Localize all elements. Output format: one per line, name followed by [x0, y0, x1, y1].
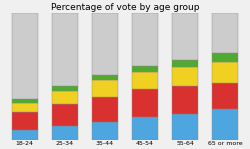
Bar — [212, 13, 238, 53]
Title: Percentage of vote by age group: Percentage of vote by age group — [51, 3, 199, 12]
Bar — [212, 109, 238, 140]
Bar — [132, 13, 158, 66]
Bar — [52, 126, 78, 140]
Bar — [12, 103, 38, 112]
Bar — [12, 112, 38, 130]
Bar — [172, 67, 198, 86]
Bar — [92, 13, 118, 75]
Bar — [212, 53, 238, 62]
Bar — [132, 72, 158, 89]
Bar — [132, 66, 158, 72]
Bar — [132, 117, 158, 140]
Bar — [52, 91, 78, 104]
Bar — [92, 75, 118, 80]
Bar — [172, 60, 198, 67]
Bar — [92, 122, 118, 140]
Bar — [52, 104, 78, 126]
Bar — [12, 99, 38, 103]
Bar — [212, 62, 238, 83]
Bar — [172, 86, 198, 114]
Bar — [172, 114, 198, 140]
Bar — [52, 86, 78, 91]
Bar — [92, 97, 118, 122]
Bar — [212, 83, 238, 109]
Bar — [12, 130, 38, 140]
Bar — [132, 89, 158, 117]
Bar — [52, 13, 78, 86]
Bar — [172, 13, 198, 60]
Bar — [92, 80, 118, 97]
Bar — [12, 13, 38, 99]
